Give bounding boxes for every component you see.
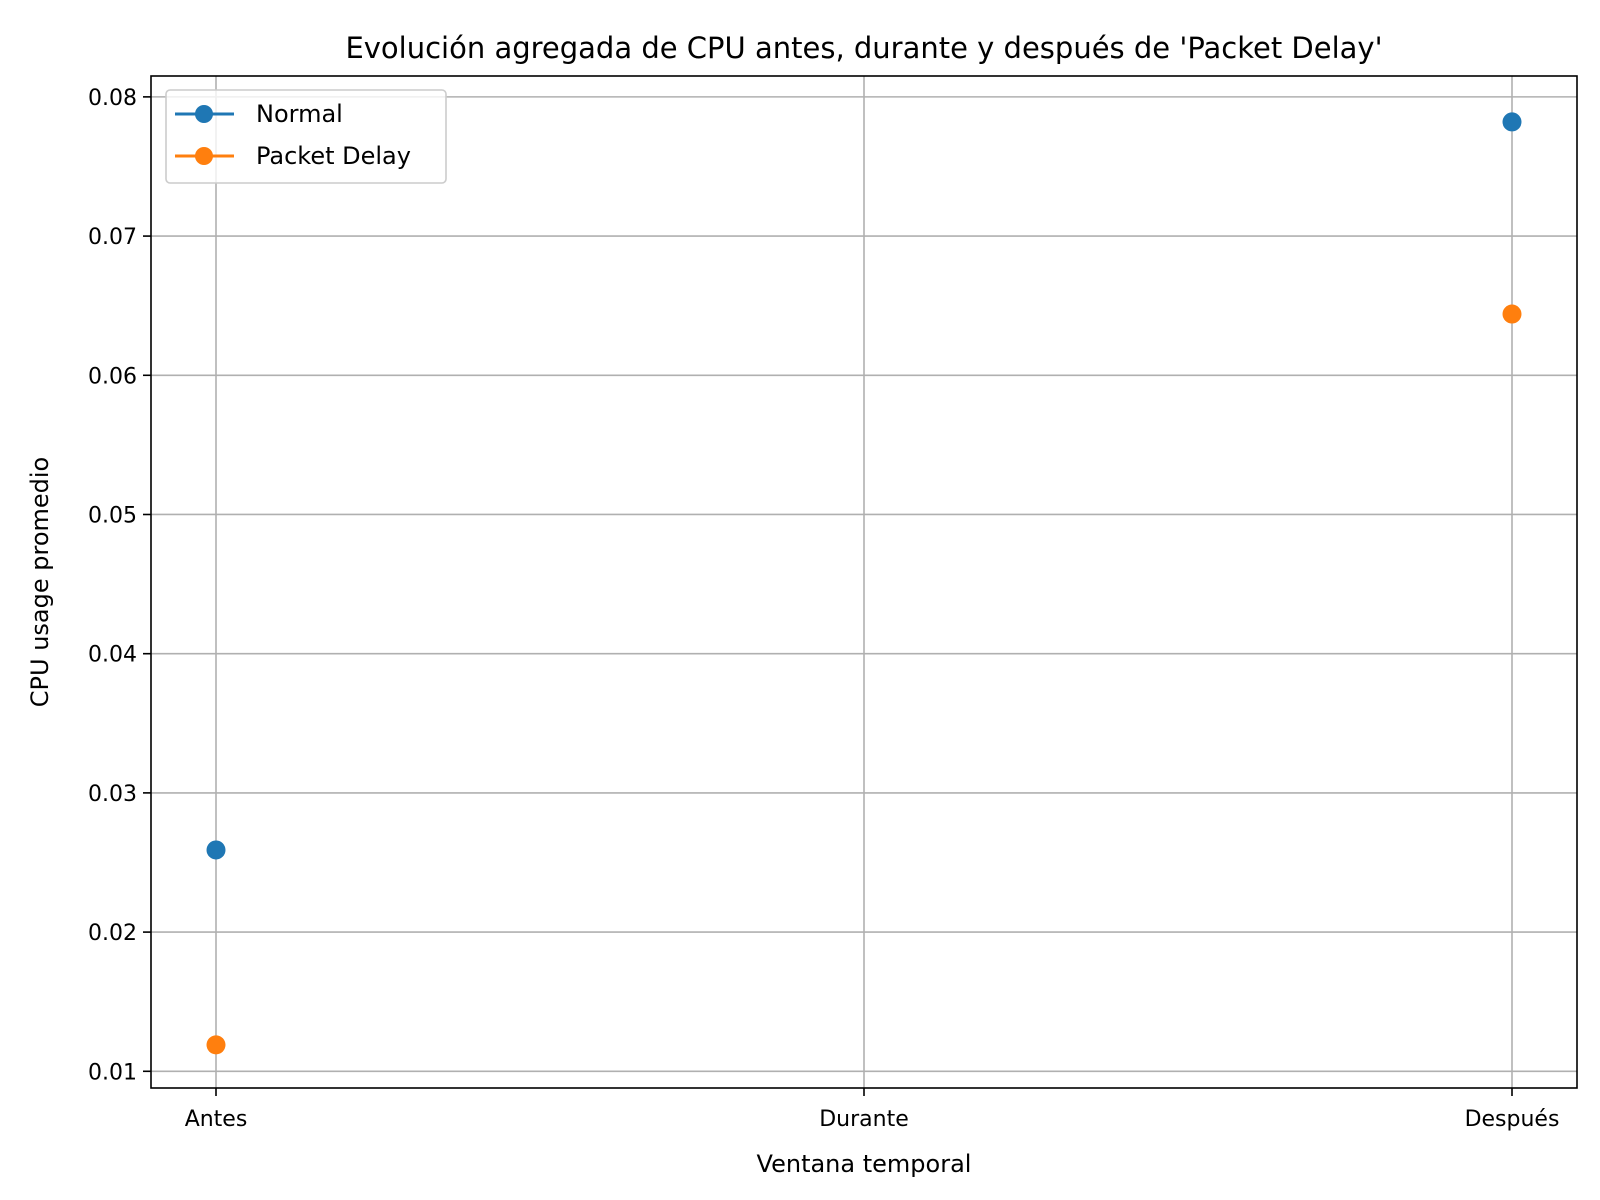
legend: Normal Packet Delay bbox=[165, 89, 447, 184]
data-point-normal-despues bbox=[1502, 112, 1522, 132]
y-tick-label-0-02: 0.02 bbox=[88, 921, 137, 946]
chart-title: Evolución agregada de CPU antes, durante… bbox=[345, 31, 1382, 65]
x-tick-label-antes: Antes bbox=[185, 1107, 248, 1132]
y-tick-label-0-07: 0.07 bbox=[88, 225, 137, 250]
data-point-normal-antes bbox=[206, 840, 226, 860]
legend-label-normal: Normal bbox=[256, 100, 343, 128]
data-point-packet-delay-antes bbox=[206, 1035, 226, 1055]
y-tick-label-0-05: 0.05 bbox=[88, 503, 137, 528]
data-point-packet-delay-despues bbox=[1502, 304, 1522, 324]
x-axis-label: Ventana temporal bbox=[757, 1150, 972, 1178]
y-tick-label-0-08: 0.08 bbox=[88, 86, 137, 111]
y-tick-label-0-03: 0.03 bbox=[88, 782, 137, 807]
x-tick-label-despues: Después bbox=[1465, 1107, 1560, 1132]
y-tick-label-0-06: 0.06 bbox=[88, 364, 137, 389]
y-axis-label: CPU usage promedio bbox=[26, 457, 54, 707]
y-tick-label-0-01: 0.01 bbox=[88, 1060, 137, 1085]
plot-frame bbox=[150, 75, 1578, 1089]
y-tick-label-0-04: 0.04 bbox=[88, 643, 137, 668]
legend-marker-normal bbox=[195, 105, 213, 123]
series-packet-delay bbox=[206, 304, 1522, 1055]
axis-ticks: Antes Durante Después 0.01 0.02 0.03 0.04 0.05 0… bbox=[88, 86, 1559, 1132]
legend-label-packet-delay: Packet Delay bbox=[256, 142, 411, 170]
series-layer bbox=[206, 112, 1522, 1055]
series-normal bbox=[206, 112, 1522, 860]
legend-marker-packet-delay bbox=[195, 147, 213, 165]
legend-box bbox=[165, 89, 447, 184]
grid bbox=[151, 76, 1577, 1088]
x-tick-label-durante: Durante bbox=[819, 1107, 909, 1132]
